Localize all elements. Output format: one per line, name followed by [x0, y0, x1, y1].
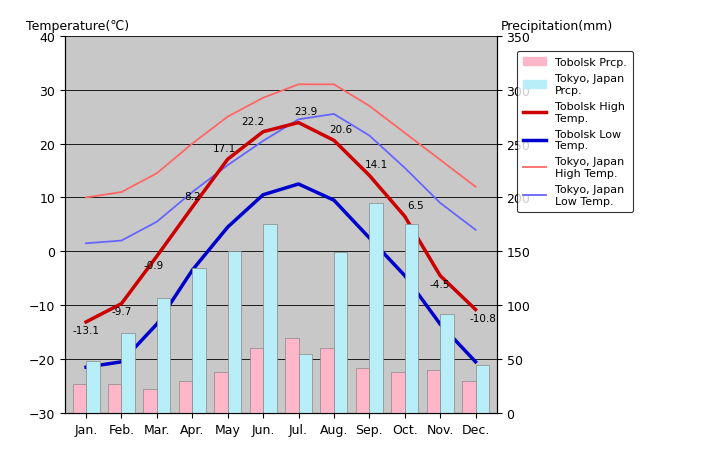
Text: 14.1: 14.1: [365, 160, 388, 170]
Text: -4.5: -4.5: [430, 280, 450, 290]
Bar: [405, 225, 418, 413]
Bar: [179, 381, 192, 413]
Bar: [391, 372, 405, 413]
Text: 23.9: 23.9: [294, 107, 318, 117]
Bar: [462, 381, 475, 413]
Bar: [157, 298, 171, 413]
Text: -9.7: -9.7: [112, 307, 132, 317]
Bar: [250, 348, 263, 413]
Text: -13.1: -13.1: [73, 325, 99, 335]
Bar: [427, 370, 440, 413]
Bar: [86, 362, 99, 413]
Bar: [475, 365, 489, 413]
Text: -0.9: -0.9: [143, 260, 163, 270]
Bar: [215, 372, 228, 413]
Bar: [192, 268, 206, 413]
Text: 20.6: 20.6: [330, 125, 353, 135]
Bar: [108, 384, 122, 413]
Text: 22.2: 22.2: [241, 117, 264, 126]
Text: 8.2: 8.2: [184, 192, 201, 202]
Bar: [440, 314, 454, 413]
Bar: [356, 368, 369, 413]
Text: 17.1: 17.1: [212, 144, 235, 154]
Text: -10.8: -10.8: [469, 313, 496, 324]
Legend: Tobolsk Prcp., Tokyo, Japan
Prcp., Tobolsk High
Temp., Tobolsk Low
Temp., Tokyo,: Tobolsk Prcp., Tokyo, Japan Prcp., Tobol…: [517, 51, 633, 213]
Text: 6.5: 6.5: [407, 201, 423, 211]
Bar: [369, 203, 383, 413]
Bar: [143, 389, 157, 413]
Text: Temperature(℃): Temperature(℃): [26, 20, 129, 33]
Bar: [299, 354, 312, 413]
Bar: [285, 338, 299, 413]
Bar: [334, 253, 347, 413]
Bar: [122, 334, 135, 413]
Bar: [320, 348, 334, 413]
Bar: [263, 225, 276, 413]
Bar: [73, 384, 86, 413]
Text: Precipitation(mm): Precipitation(mm): [501, 20, 613, 33]
Bar: [228, 252, 241, 413]
